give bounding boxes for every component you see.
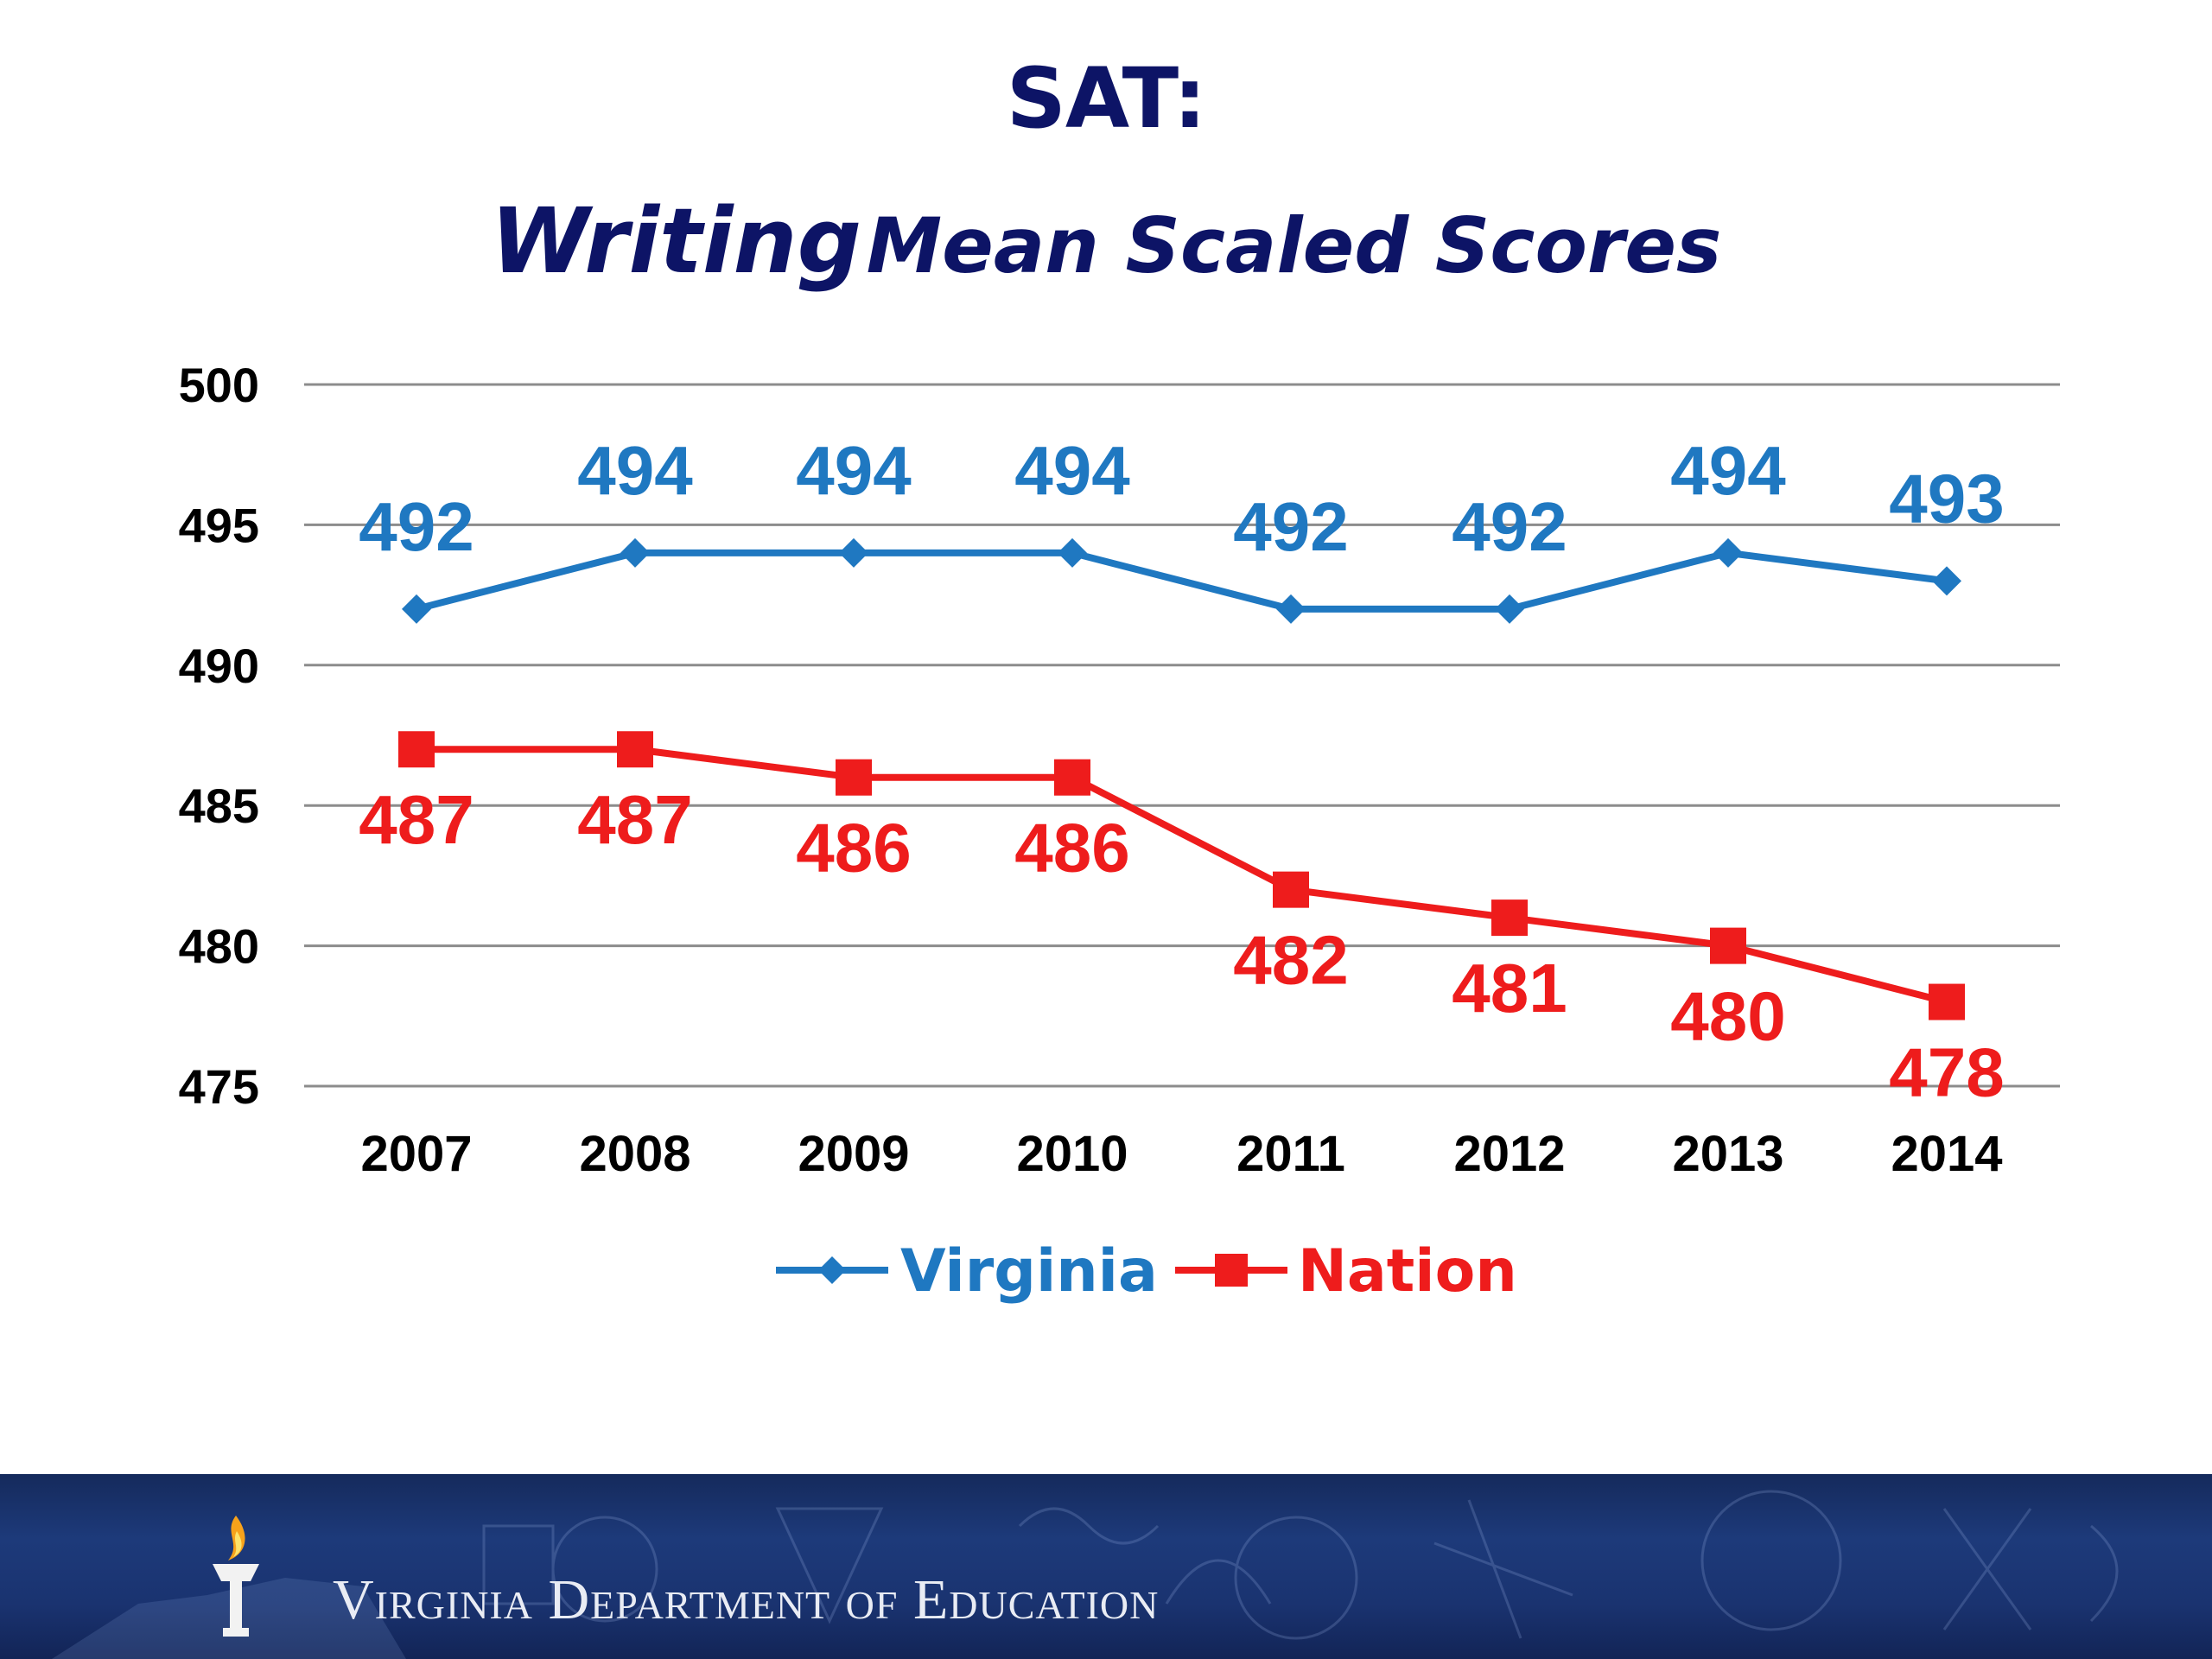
- x-tick-label: 2007: [360, 1126, 472, 1182]
- data-label-virginia: 494: [1014, 432, 1130, 509]
- data-point-nation: [1273, 871, 1309, 908]
- data-label-virginia: 494: [796, 432, 912, 509]
- data-point-nation: [617, 731, 653, 768]
- data-label-nation: 486: [1014, 810, 1129, 887]
- y-tick-label: 490: [179, 639, 259, 693]
- data-label-virginia: 494: [1670, 432, 1786, 509]
- data-label-nation: 480: [1670, 978, 1785, 1055]
- data-point-nation: [836, 759, 872, 796]
- footer-banner: Virginia Department of Education: [0, 1474, 2212, 1659]
- chart-subtitle: Writing Mean Scaled Scores: [0, 188, 2212, 294]
- data-label-virginia: 494: [577, 432, 693, 509]
- data-point-virginia: [402, 594, 431, 624]
- chart-title: SAT:: [1006, 50, 1207, 147]
- data-point-virginia: [1276, 594, 1306, 624]
- data-label-virginia: 492: [1452, 488, 1567, 565]
- data-point-nation: [398, 731, 435, 768]
- series-group: [398, 537, 1965, 1020]
- data-labels: 492 494 494 494 492 492 494 493 487 487 486 486 482 4…: [359, 432, 2004, 1111]
- data-point-virginia: [1495, 594, 1524, 624]
- data-point-nation: [1491, 899, 1528, 937]
- chart-subtitle-rest: Mean Scaled Scores: [866, 201, 1722, 290]
- legend-label-nation: Nation: [1298, 1237, 1517, 1306]
- x-tick-label: 2014: [1891, 1126, 2002, 1182]
- y-tick-label: 475: [179, 1059, 259, 1114]
- legend-marker-nation: [1215, 1254, 1248, 1287]
- data-label-virginia: 493: [1889, 460, 2004, 537]
- series-line-virginia: [416, 549, 1948, 613]
- x-axis-ticks: 2007 2008 2009 2010 2011 2012 2013 2014: [360, 1126, 2002, 1182]
- footer-organization-name: Virginia Department of Education: [333, 1568, 1160, 1631]
- data-label-nation: 487: [359, 781, 474, 858]
- footer-background-pattern: [52, 1490, 2119, 1659]
- data-label-virginia: 492: [1233, 488, 1348, 565]
- y-tick-label: 500: [179, 358, 259, 412]
- x-tick-label: 2010: [1016, 1126, 1128, 1182]
- x-tick-label: 2008: [579, 1126, 690, 1182]
- chart-subtitle-writing: Writing: [490, 188, 862, 294]
- data-label-nation: 481: [1452, 950, 1567, 1027]
- data-label-nation: 478: [1889, 1034, 2004, 1111]
- torch-icon: [213, 1516, 259, 1637]
- data-point-virginia: [1932, 566, 1961, 596]
- data-label-nation: 487: [577, 781, 692, 858]
- legend: Virginia Nation: [776, 1237, 1517, 1306]
- data-point-nation: [1710, 927, 1746, 964]
- data-point-nation: [1054, 759, 1090, 796]
- y-axis-ticks: 500 495 490 485 480 475: [179, 358, 259, 1114]
- data-label-virginia: 492: [359, 488, 474, 565]
- x-tick-label: 2013: [1672, 1126, 1783, 1182]
- data-point-virginia: [1058, 537, 1087, 568]
- data-label-nation: 482: [1233, 922, 1348, 999]
- data-point-virginia: [1713, 537, 1743, 568]
- y-tick-label: 485: [179, 779, 259, 833]
- data-label-nation: 486: [796, 810, 911, 887]
- y-tick-label: 480: [179, 919, 259, 974]
- data-point-virginia: [620, 537, 650, 568]
- y-tick-label: 495: [179, 498, 259, 552]
- x-tick-label: 2011: [1236, 1126, 1345, 1182]
- series-line-nation: [416, 746, 1948, 1006]
- data-point-virginia: [839, 537, 868, 568]
- gridlines: [304, 383, 2060, 1088]
- legend-marker-virginia: [818, 1256, 846, 1284]
- legend-label-virginia: Virginia: [900, 1237, 1158, 1306]
- x-tick-label: 2009: [798, 1126, 909, 1182]
- data-point-nation: [1929, 983, 1965, 1020]
- x-tick-label: 2012: [1453, 1126, 1565, 1182]
